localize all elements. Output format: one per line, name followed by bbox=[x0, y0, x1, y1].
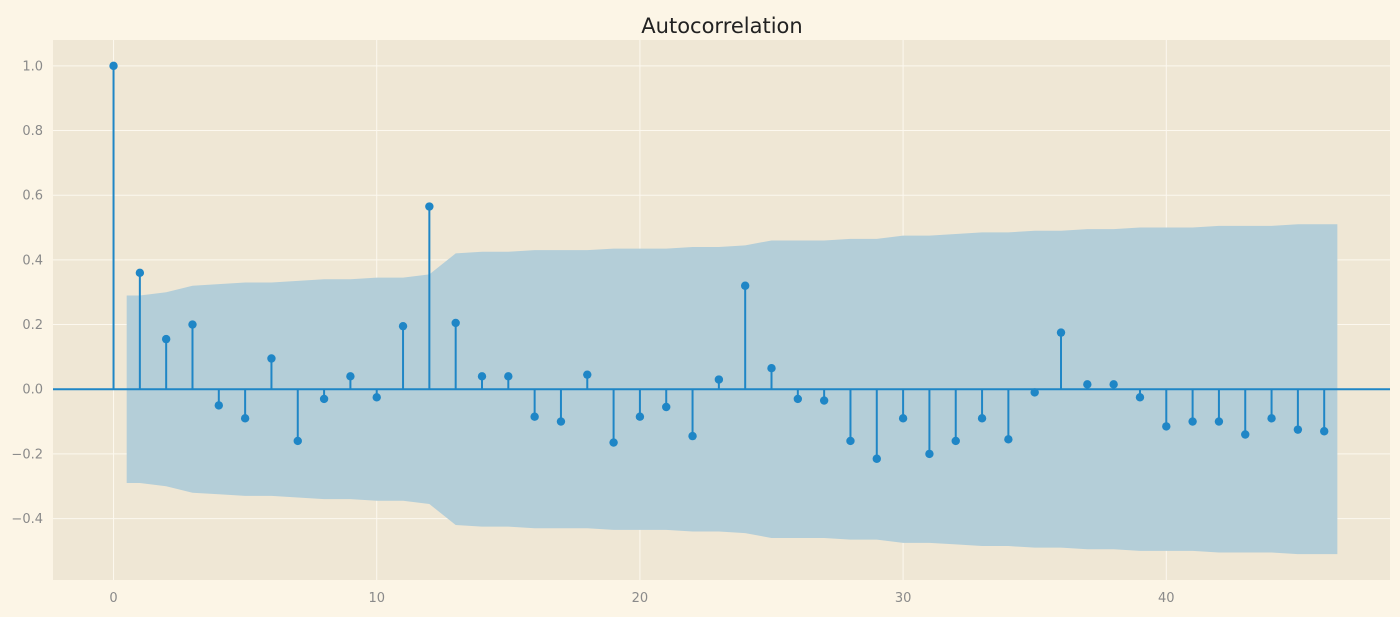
acf-point bbox=[872, 454, 881, 463]
acf-point bbox=[346, 372, 355, 381]
acf-point bbox=[951, 436, 960, 446]
acf-point bbox=[1030, 388, 1039, 397]
acf-point bbox=[240, 414, 250, 423]
y-tick-label: 0.8 bbox=[22, 124, 43, 139]
y-tick-label: 0.6 bbox=[22, 189, 43, 204]
acf-point bbox=[1267, 414, 1276, 423]
acf-point bbox=[1135, 393, 1145, 402]
acf-point bbox=[767, 364, 776, 373]
acf-point bbox=[688, 431, 697, 441]
acf-point bbox=[1083, 380, 1092, 389]
y-tick-label: 1.0 bbox=[22, 59, 43, 74]
x-tick-label: 30 bbox=[895, 591, 912, 606]
acf-point bbox=[635, 412, 645, 421]
acf-point bbox=[504, 372, 513, 381]
acf-point bbox=[793, 394, 803, 404]
acf-point bbox=[214, 401, 224, 410]
acf-point bbox=[1162, 422, 1171, 431]
acf-point bbox=[1056, 328, 1066, 337]
acf-point bbox=[161, 334, 171, 344]
x-tick-label: 20 bbox=[632, 591, 649, 606]
acf-point bbox=[1214, 417, 1224, 426]
acf-point bbox=[477, 372, 487, 381]
acf-point bbox=[556, 417, 566, 426]
acf-point bbox=[1109, 380, 1118, 389]
acf-point bbox=[1188, 417, 1197, 426]
x-tick-label: 10 bbox=[368, 591, 385, 606]
acf-point bbox=[1293, 425, 1303, 434]
acf-point bbox=[135, 268, 145, 278]
acf-point bbox=[188, 320, 197, 329]
acf-point bbox=[293, 436, 302, 446]
acf-point bbox=[925, 449, 934, 459]
acf-point bbox=[267, 354, 276, 363]
acf-point bbox=[1241, 430, 1250, 439]
x-tick-label: 0 bbox=[109, 591, 117, 606]
acf-point bbox=[819, 396, 829, 405]
y-tick-label: −0.2 bbox=[11, 447, 43, 462]
acf-point bbox=[451, 318, 460, 328]
tick-labels: 0 10 20 30 40 1.0 0.8 0.6 0.4 0.2 0.0 −0.2 −0.4 bbox=[11, 59, 1174, 606]
acf-point bbox=[1320, 427, 1329, 436]
acf-point bbox=[740, 281, 750, 290]
chart-title: Autocorrelation bbox=[641, 14, 802, 38]
acf-point bbox=[714, 375, 724, 384]
acf-point bbox=[319, 394, 329, 404]
y-tick-label: 0.0 bbox=[22, 383, 43, 398]
acf-point bbox=[425, 202, 434, 211]
acf-point bbox=[398, 321, 408, 331]
acf-point bbox=[846, 436, 855, 446]
acf-point bbox=[109, 61, 118, 71]
acf-point bbox=[530, 412, 539, 421]
acf-point bbox=[583, 370, 592, 379]
stems bbox=[109, 61, 1329, 463]
acf-point bbox=[898, 414, 908, 423]
acf-point bbox=[609, 438, 618, 447]
y-tick-label: 0.4 bbox=[22, 253, 43, 268]
y-tick-label: −0.4 bbox=[11, 512, 43, 527]
y-tick-label: 0.2 bbox=[22, 318, 43, 333]
acf-point bbox=[1004, 435, 1013, 444]
acf-point bbox=[662, 402, 671, 412]
acf-point bbox=[372, 393, 381, 402]
x-tick-label: 40 bbox=[1158, 591, 1175, 606]
acf-point bbox=[977, 414, 987, 423]
